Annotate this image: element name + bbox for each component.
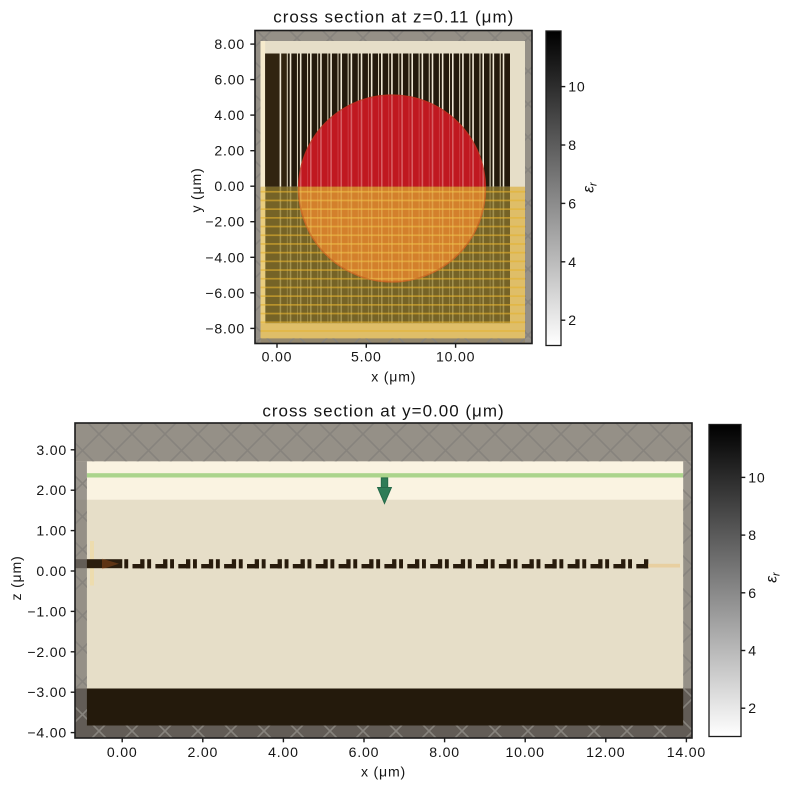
svg-text:0.00: 0.00 [36, 563, 67, 579]
svg-text:x (μm): x (μm) [371, 369, 416, 385]
svg-text:0.00: 0.00 [214, 178, 245, 194]
svg-text:6: 6 [748, 585, 757, 601]
svg-text:4: 4 [568, 254, 577, 270]
svg-text:8: 8 [748, 527, 757, 543]
svg-text:10: 10 [568, 79, 585, 95]
svg-text:2: 2 [748, 700, 757, 716]
svg-text:0.00: 0.00 [107, 744, 138, 760]
svg-text:z (μm): z (μm) [8, 555, 24, 600]
svg-text:3.00: 3.00 [36, 442, 67, 458]
svg-text:4: 4 [748, 643, 757, 659]
svg-text:εr: εr [764, 571, 783, 583]
svg-text:12.00: 12.00 [586, 744, 625, 760]
svg-text:10.00: 10.00 [436, 348, 475, 364]
svg-text:−8.00: −8.00 [205, 320, 245, 336]
svg-text:−4.00: −4.00 [205, 249, 245, 265]
svg-text:5.00: 5.00 [351, 348, 382, 364]
svg-text:εr: εr [581, 181, 600, 193]
svg-text:4.00: 4.00 [268, 744, 299, 760]
svg-text:−6.00: −6.00 [205, 285, 245, 301]
svg-text:0.00: 0.00 [262, 348, 293, 364]
svg-text:6.00: 6.00 [214, 72, 245, 88]
svg-text:1.00: 1.00 [36, 523, 67, 539]
svg-text:8: 8 [568, 137, 577, 153]
svg-text:4.00: 4.00 [214, 107, 245, 123]
svg-text:x (μm): x (μm) [361, 764, 406, 780]
svg-text:y (μm): y (μm) [188, 167, 204, 212]
svg-text:2: 2 [568, 312, 577, 328]
svg-text:14.00: 14.00 [667, 744, 706, 760]
svg-text:−1.00: −1.00 [27, 603, 67, 619]
svg-text:10: 10 [748, 469, 765, 485]
svg-text:6: 6 [568, 195, 577, 211]
svg-text:−3.00: −3.00 [27, 684, 67, 700]
svg-text:2.00: 2.00 [187, 744, 218, 760]
svg-text:8.00: 8.00 [214, 36, 245, 52]
svg-text:cross section at y=0.00 (μm): cross section at y=0.00 (μm) [262, 402, 504, 421]
svg-text:10.00: 10.00 [506, 744, 545, 760]
svg-text:6.00: 6.00 [349, 744, 380, 760]
svg-text:cross section at z=0.11 (μm): cross section at z=0.11 (μm) [273, 7, 514, 26]
svg-text:8.00: 8.00 [429, 744, 460, 760]
svg-text:−4.00: −4.00 [27, 725, 67, 741]
svg-text:−2.00: −2.00 [27, 644, 67, 660]
svg-text:2.00: 2.00 [214, 143, 245, 159]
svg-text:−2.00: −2.00 [205, 214, 245, 230]
svg-text:2.00: 2.00 [36, 482, 67, 498]
